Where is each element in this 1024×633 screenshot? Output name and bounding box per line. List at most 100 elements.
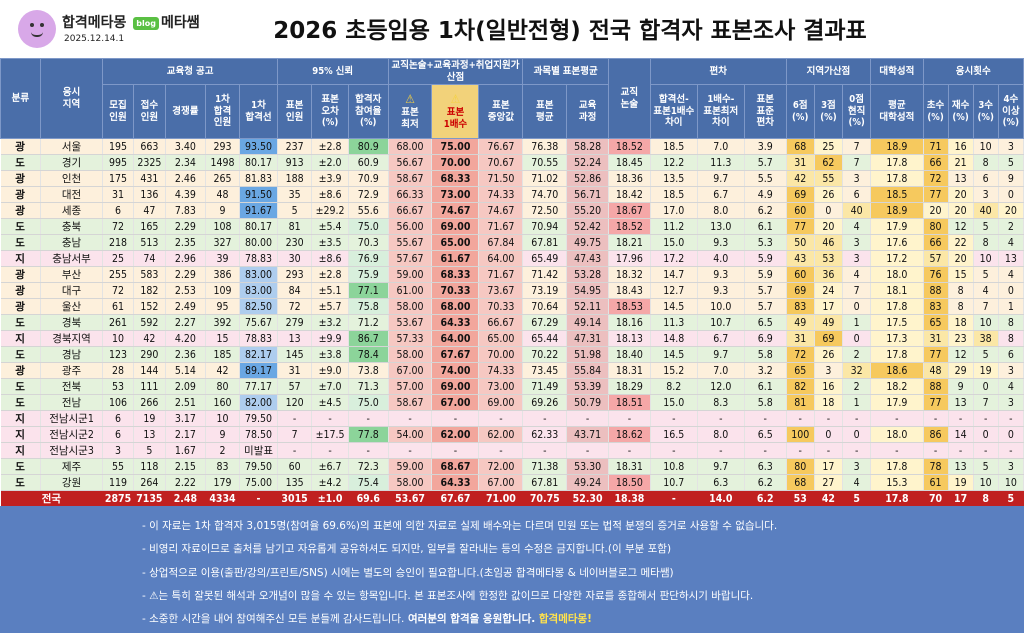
row-kind: 광	[0, 362, 41, 379]
cell-9: 62.00	[431, 426, 480, 443]
mascot-logo-icon	[18, 10, 56, 48]
cell-8: 58.00	[388, 474, 433, 491]
cell-18: -	[814, 442, 844, 459]
cell-18: 42	[814, 490, 844, 507]
cell-14: 13.5	[650, 170, 698, 187]
cell-11: 70.55	[522, 154, 568, 171]
cell-9: 65.00	[431, 234, 480, 251]
cell-16: 5.8	[744, 394, 787, 411]
cell-17: 50	[786, 234, 815, 251]
cell-18: 16	[814, 378, 844, 395]
cell-12: 55.20	[566, 202, 610, 219]
cell-16: 6.5	[744, 314, 787, 331]
cell-12: -	[566, 442, 610, 459]
col-header-21: 0점 현직 (%)	[842, 84, 872, 139]
cell-9: 69.00	[431, 378, 480, 395]
cell-8: 57.67	[388, 250, 433, 267]
cell-3: 15	[205, 330, 241, 347]
cell-14: -	[650, 442, 698, 459]
row-kind: 도	[0, 314, 41, 331]
cell-10: -	[478, 442, 524, 459]
cell-17: 68	[786, 474, 815, 491]
cell-13: 18.38	[608, 490, 651, 507]
row-region: 광주	[40, 362, 104, 379]
cell-2: 2.51	[165, 394, 206, 411]
table-row: 지 전남시군2 6 13 2.17 9 78.50 7 ±17.5 77.8 54.00 62.00 6…	[0, 426, 1024, 443]
table-row: 광 광주 28 144 5.14 42 89.17 31 ±9.0 73.8 67.00 74.00 7…	[0, 362, 1024, 379]
cell-12: 47.43	[566, 250, 610, 267]
cell-9: 61.67	[431, 250, 480, 267]
cell-17: 69	[786, 282, 815, 299]
cell-12: 52.24	[566, 154, 610, 171]
cell-13: 18.32	[608, 266, 651, 283]
cell-14: -	[650, 410, 698, 427]
cell-3: 179	[205, 474, 241, 491]
cell-20: 17.8	[870, 170, 924, 187]
cell-23: 4	[973, 282, 999, 299]
table-row: 광 세종 6 47 7.83 9 91.67 5 ±29.2 55.6 66.67 74.67 74.6…	[0, 202, 1024, 219]
col-header-16: 합격선- 표본1배수 차이	[649, 84, 698, 139]
cell-14: 18.5	[650, 138, 698, 155]
cell-20: 18.6	[870, 362, 924, 379]
cell-18: 26	[814, 346, 844, 363]
cell-18: 24	[814, 282, 844, 299]
cell-14: 15.2	[650, 362, 698, 379]
cell-12: 49.24	[566, 474, 610, 491]
cell-3: 2	[205, 442, 241, 459]
cell-9: 70.33	[431, 282, 480, 299]
cell-22: 13	[948, 170, 974, 187]
row-region: 대전	[40, 186, 104, 203]
group-header-5: 지역가산점	[785, 58, 872, 85]
table-row: 지 전남시군3 3 5 1.67 2 미발표 - - - - - - - - - - - - - - - - - - - -	[0, 442, 1024, 459]
cell-9: 67.67	[431, 490, 480, 507]
cell-19: 4	[842, 474, 872, 491]
cell-6: ±3.9	[311, 170, 349, 187]
col-header-23: 초수 (%)	[922, 84, 949, 139]
cell-24: 13	[998, 250, 1024, 267]
cell-10: 69.00	[478, 394, 524, 411]
cell-11: 69.26	[522, 394, 568, 411]
cell-6: ±4.5	[311, 394, 349, 411]
cell-3: 42	[205, 362, 241, 379]
blog-badge-icon: blog	[133, 16, 159, 30]
cell-20: 18.5	[870, 186, 924, 203]
cell-10: 64.00	[478, 250, 524, 267]
cell-1: 19	[133, 410, 167, 427]
cell-4: 80.00	[239, 234, 278, 251]
cell-11: 70.75	[522, 490, 568, 507]
cell-9: 67.67	[431, 346, 480, 363]
cell-2: 2.22	[165, 474, 206, 491]
cell-24: 5	[998, 490, 1024, 507]
cell-7: 75.4	[348, 474, 389, 491]
cell-2: 2.09	[165, 378, 206, 395]
cell-5: 7	[277, 426, 313, 443]
cell-4: 78.83	[239, 250, 278, 267]
cell-2: 2.29	[165, 266, 206, 283]
cell-21: 57	[923, 250, 949, 267]
cell-12: -	[566, 410, 610, 427]
note-line: - 상업적으로 이용(출판/강의/프린트/SNS) 시에는 별도의 승인이 필요…	[142, 566, 674, 579]
cell-10: 67.00	[478, 474, 524, 491]
cell-2: 3.40	[165, 138, 206, 155]
cell-5: 72	[277, 298, 313, 315]
table-row: 광 서울 195 663 3.40 293 93.50 237 ±2.8 80.9 68.00 75.…	[0, 138, 1024, 155]
cell-4: 82.50	[239, 298, 278, 315]
cell-20: 17.2	[870, 250, 924, 267]
cell-24: 4	[998, 266, 1024, 283]
cell-14: 8.2	[650, 378, 698, 395]
note-line: - 이 자료는 1차 합격자 3,015명(참여율 69.6%)의 표본에 의한…	[142, 520, 778, 532]
cell-20: 17.3	[870, 330, 924, 347]
cell-21: 70	[923, 490, 949, 507]
table-row: 도 제주 55 118 2.15 83 79.50 60 ±6.7 72.3 59.00 68.67 7…	[0, 458, 1024, 475]
cell-11: 67.81	[522, 474, 568, 491]
cell-11: -	[522, 442, 568, 459]
cell-19: 2	[842, 346, 872, 363]
cell-18: 55	[814, 170, 844, 187]
cell-6: ±1.0	[311, 490, 349, 507]
cell-12: 51.98	[566, 346, 610, 363]
cell-9: 69.00	[431, 218, 480, 235]
cell-0: 123	[102, 346, 134, 363]
cell-10: 70.00	[478, 346, 524, 363]
cell-9: -	[431, 442, 480, 459]
cell-13: 18.31	[608, 458, 651, 475]
